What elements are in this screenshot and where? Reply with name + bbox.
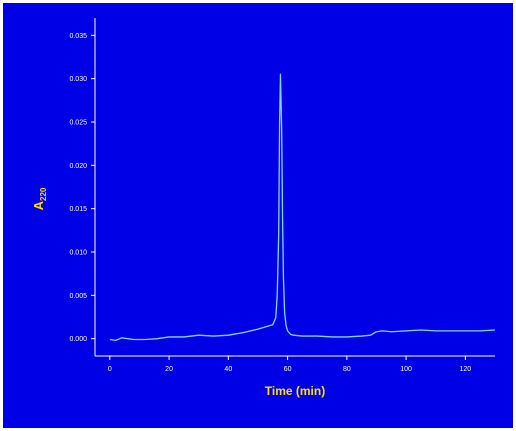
x-tick-label: 80	[343, 366, 351, 373]
x-tick-label: 0	[108, 366, 112, 373]
y-tick-label: 0.030	[69, 76, 87, 83]
y-ticks: 0.000 0.005 0.010 0.015 0.020 0.025 0.030 0.035	[69, 33, 95, 343]
x-axis-title: Time (min)	[265, 384, 325, 398]
y-tick-label: 0.005	[69, 293, 87, 300]
x-tick-label: 120	[460, 366, 472, 373]
x-tick-label: 20	[165, 366, 173, 373]
y-tick-label: 0.010	[69, 250, 87, 257]
y-axis-title-main: A220	[31, 187, 48, 210]
y-tick-label: 0.020	[69, 163, 87, 170]
axes	[94, 18, 495, 357]
y-tick-label: 0.035	[69, 33, 87, 40]
series-layer	[109, 73, 496, 342]
y-axis-title: A220	[31, 187, 48, 210]
series-line	[109, 73, 496, 342]
y-tick-label: 0.015	[69, 206, 87, 213]
y-tick-label: 0.000	[69, 336, 87, 343]
chromatogram-chart: 0.000 0.005 0.010 0.015 0.020 0.025 0.030 0.035…	[3, 3, 513, 428]
x-tick-label: 40	[224, 366, 232, 373]
x-tick-label: 100	[400, 366, 412, 373]
x-tick-label: 60	[284, 366, 292, 373]
x-ticks: 0 20 40 60 80 100 120	[108, 356, 471, 373]
y-tick-label: 0.025	[69, 120, 87, 127]
chart-svg: 0.000 0.005 0.010 0.015 0.020 0.025 0.030 0.035…	[31, 18, 496, 398]
y-axis-title-letter: A	[31, 200, 46, 210]
y-axis-title-subscript: 220	[39, 187, 48, 201]
